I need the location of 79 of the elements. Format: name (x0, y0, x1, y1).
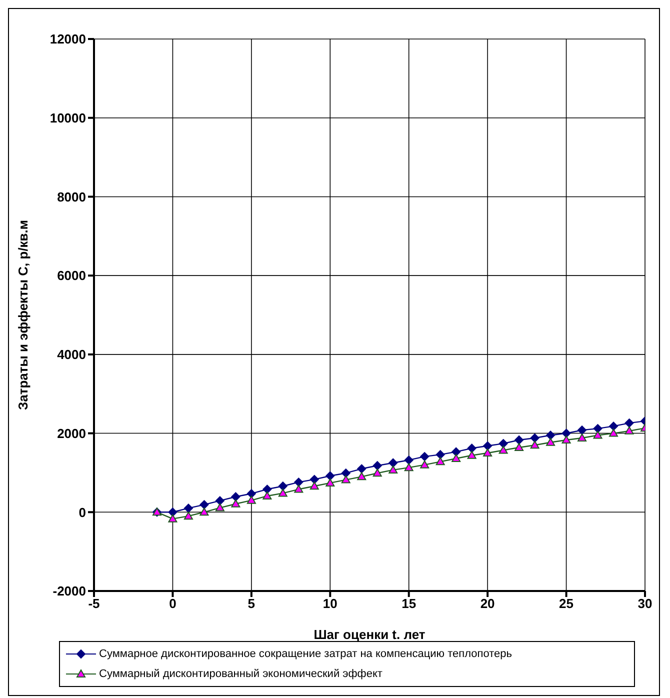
point (593, 430, 602, 439)
x-tick-label: 30 (638, 596, 652, 612)
point (326, 478, 335, 486)
x-tick-label: 20 (480, 596, 495, 612)
point (578, 426, 587, 435)
point (262, 491, 272, 500)
point (372, 468, 382, 477)
point (184, 512, 193, 520)
x-tick-label: 15 (402, 596, 416, 612)
point (530, 434, 540, 443)
point (200, 508, 209, 516)
point (168, 514, 178, 522)
point (452, 447, 461, 456)
point (498, 439, 508, 448)
point (246, 496, 256, 504)
point (262, 484, 272, 494)
point (388, 465, 398, 474)
y-axis-title: Затраты и эффекты С, р/кв.м (16, 220, 31, 410)
point (578, 434, 587, 442)
point (562, 428, 571, 438)
point (294, 478, 304, 487)
x-tick-label: -5 (88, 596, 100, 612)
point (310, 482, 319, 490)
point (498, 446, 508, 454)
point (278, 488, 288, 497)
point (404, 463, 414, 472)
point (467, 444, 476, 453)
x-tick-label: 5 (248, 596, 256, 612)
point (436, 450, 445, 460)
point (514, 435, 524, 444)
point (420, 452, 430, 462)
point (546, 438, 556, 446)
y-tick-label: -2000 (52, 584, 86, 599)
point (372, 461, 382, 470)
point (341, 468, 350, 478)
y-tick-label: 10000 (50, 110, 86, 126)
point (514, 442, 524, 451)
point (231, 492, 240, 502)
point (357, 472, 366, 480)
legend-label: Суммарный дисконтированный экономический эффект (99, 668, 382, 680)
point (168, 508, 178, 517)
y-tick-label: 12000 (50, 32, 86, 47)
point (357, 464, 366, 474)
point (310, 474, 319, 484)
point (388, 458, 398, 468)
point (609, 422, 618, 431)
x-tick-label: 10 (322, 596, 338, 612)
x-tick-label: 25 (559, 596, 574, 612)
legend-label: Суммарное дисконтированное сокращение затрат на компенсацию теплопотерь (99, 648, 512, 660)
y-tick-label: 6000 (57, 268, 86, 284)
point (483, 441, 492, 450)
point (530, 440, 540, 449)
point (215, 503, 224, 512)
point (593, 424, 602, 434)
y-tick-label: 0 (78, 504, 86, 520)
point (483, 448, 492, 456)
y-tick-label: 4000 (57, 347, 86, 362)
point (467, 450, 476, 459)
point (404, 456, 414, 465)
point (326, 471, 335, 480)
point (420, 460, 430, 468)
point (184, 504, 193, 513)
point (215, 496, 224, 506)
x-axis-title: Шаг оценки t. лет (314, 627, 426, 642)
point (231, 499, 240, 508)
point (341, 475, 350, 484)
point (436, 457, 445, 466)
y-tick-label: 2000 (57, 426, 86, 441)
y-tick-label: 8000 (57, 189, 86, 204)
point (278, 482, 288, 491)
point (452, 454, 461, 462)
point (609, 428, 618, 437)
point (294, 484, 304, 493)
point (624, 418, 634, 428)
point (200, 500, 209, 510)
point (624, 426, 634, 434)
x-tick-label: 0 (169, 596, 176, 612)
point (562, 435, 571, 444)
point (246, 489, 256, 498)
